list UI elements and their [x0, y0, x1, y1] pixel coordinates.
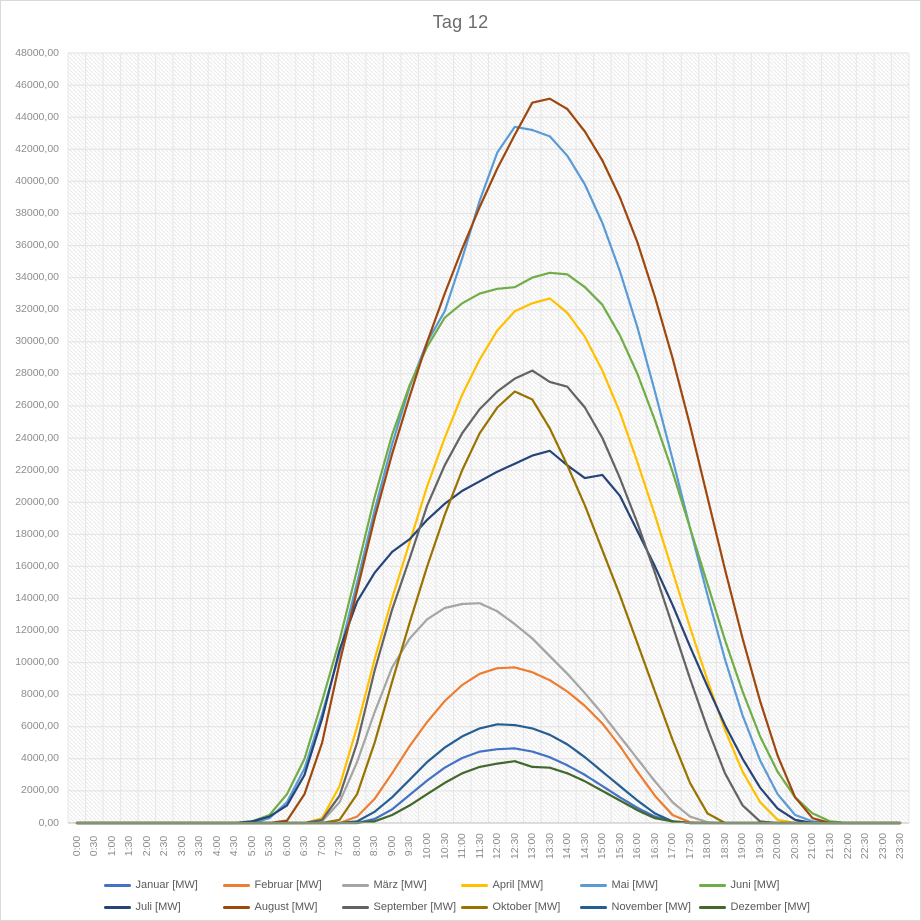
y-tick-label: 44000,00: [15, 110, 59, 123]
y-tick-label: 46000,00: [15, 78, 59, 91]
legend-item: April [MW]: [460, 879, 580, 891]
y-tick-label: 8000,00: [21, 688, 59, 701]
y-tick-label: 10000,00: [15, 656, 59, 669]
legend-line-swatch: [579, 905, 607, 909]
legend-item: September [MW]: [341, 901, 461, 913]
legend-label: Dezember [MW]: [730, 901, 810, 913]
legend-label: Mai [MW]: [611, 879, 658, 891]
y-tick-label: 12000,00: [15, 624, 59, 636]
legend-item: Juni [MW]: [698, 879, 818, 891]
legend-item: Januar [MW]: [103, 879, 223, 891]
y-tick-label: 40000,00: [15, 174, 59, 187]
legend-line-swatch: [103, 905, 131, 909]
legend-line-swatch: [222, 905, 250, 909]
y-tick-label: 26000,00: [15, 399, 59, 412]
y-tick-label: 34000,00: [15, 271, 59, 284]
legend-label: Juli [MW]: [135, 901, 181, 913]
legend-item: Februar [MW]: [222, 879, 342, 891]
legend-label: März [MW]: [373, 879, 427, 891]
legend-label: April [MW]: [492, 879, 544, 891]
legend-line-swatch: [460, 905, 488, 909]
legend-label: Juni [MW]: [730, 879, 780, 891]
y-tick-label: 20000,00: [15, 495, 59, 508]
y-tick-label: 18000,00: [15, 527, 59, 540]
legend-item: August [MW]: [222, 901, 342, 913]
chart-title: Tag 12: [432, 12, 489, 32]
legend-label: Oktober [MW]: [492, 901, 561, 913]
y-tick-label: 16000,00: [15, 559, 59, 572]
legend-item: Mai [MW]: [579, 879, 699, 891]
legend-line-swatch: [698, 883, 726, 887]
y-tick-label: 42000,00: [15, 142, 59, 155]
y-tick-label: 48000,00: [15, 46, 59, 59]
legend-line-swatch: [460, 883, 488, 887]
legend-item: Oktober [MW]: [460, 901, 580, 913]
legend-item: November [MW]: [579, 901, 699, 913]
y-tick-label: 6000,00: [21, 720, 59, 733]
legend-row-2: Juli [MW] August [MW] September [MW] Oktobe…: [1, 901, 920, 913]
legend-label: Januar [MW]: [135, 879, 198, 891]
legend-item: März [MW]: [341, 879, 461, 891]
legend-label: September [MW]: [373, 901, 457, 913]
legend-item: Dezember [MW]: [698, 901, 818, 913]
legend-item: Juli [MW]: [103, 901, 223, 913]
y-tick-label: 2000,00: [21, 784, 59, 797]
legend-row-1: Januar [MW] Februar [MW] März [MW] April [M…: [1, 879, 920, 891]
legend-line-swatch: [222, 883, 250, 887]
legend-line-swatch: [103, 883, 131, 887]
legend-line-swatch: [341, 883, 369, 887]
legend-line-swatch: [341, 905, 369, 909]
y-tick-label: 22000,00: [15, 463, 59, 476]
legend-label: Februar [MW]: [254, 879, 322, 891]
y-tick-label: 0,00: [38, 816, 59, 829]
y-tick-label: 4000,00: [21, 752, 59, 765]
y-tick-label: 30000,00: [15, 335, 59, 348]
legend-line-swatch: [579, 883, 607, 887]
legend-label: November [MW]: [611, 901, 691, 913]
y-tick-label: 14000,00: [15, 591, 59, 604]
legend-label: August [MW]: [254, 901, 318, 913]
y-tick-label: 24000,00: [15, 431, 59, 444]
x-tick-label: 23:30: [894, 832, 907, 860]
y-tick-label: 38000,00: [15, 206, 59, 219]
y-tick-label: 36000,00: [15, 239, 59, 251]
y-tick-label: 28000,00: [15, 367, 59, 380]
legend-line-swatch: [698, 905, 726, 909]
y-tick-label: 32000,00: [15, 303, 59, 316]
